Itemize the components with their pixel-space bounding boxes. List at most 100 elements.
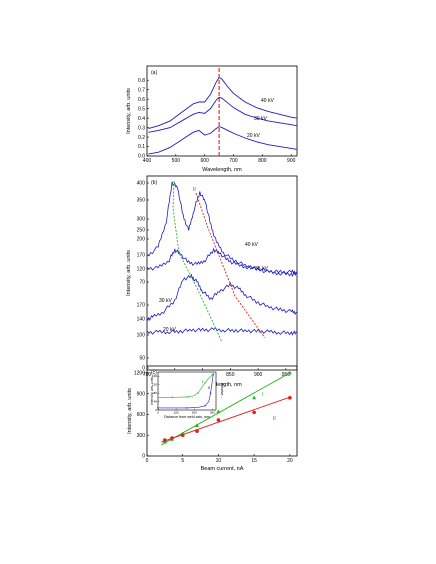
panel-a-series-label-20kv: 20 kV [247,133,260,139]
inset-ylabel: Intensity, arb. units [150,377,154,406]
panel-b-ytick-label: 400 [137,181,146,187]
panel-c-inset: Distance from weld axis, mm Intensity, a… [150,371,224,419]
panel-a-frame [146,65,298,157]
panel-c-point-ii [252,410,256,415]
panel-b: (b) Wavelength, nm Intensity, arb. units… [126,175,298,388]
panel-b-ytick-label: 350 [137,198,146,204]
panel-b-xlabel: Wavelength, nm [202,382,242,388]
inset-ytick-label: 120 [152,383,157,387]
inset-point-i [211,374,214,376]
panel-c-xtick-label: 15 [251,458,257,464]
panel-a-series-label-40kv: 40 kV [261,98,274,104]
inset-point-ii [212,373,214,375]
panel-c-ylabel: Intensity, arb. units [127,388,133,434]
panel-c-xlabel: Beam current, nA [201,466,244,472]
inset-point-ii [186,407,188,409]
panel-c-label: (c) [151,370,157,376]
panel-b-xtick-label: 850 [226,372,235,378]
inset-ytick-label: 40 [154,400,158,404]
panel-b-series-label-40kv: 40 kV [245,242,258,248]
panel-a-xtick-label: 900 [287,158,296,164]
panel-a: (a) Wavelength, nm Intensity, arb. units… [126,65,298,173]
panel-b-ylabel: Intensity, arb. units [126,250,132,296]
panel-a-label: (a) [151,70,157,76]
panel-b-ytick-label: 170 [137,253,146,259]
panel-b-series-30-kv [146,273,298,322]
panel-a-ytick-label: 0.6 [138,97,145,103]
panel-a-ytick-label: 0.3 [138,125,145,131]
panel-b-ytick-label: 50 [139,356,145,362]
inset-point-i [197,392,199,394]
inset-label-ii: II [208,386,210,390]
inset-label-i: I [202,380,203,384]
panel-b-annotation-ii: II [193,187,196,193]
panel-c-xtick-label: 10 [216,458,222,464]
inset-xtick-label: 0 [157,411,159,415]
panel-a-ylabel: Intensity, arb. units [126,88,132,134]
panel-b-xtick-label: 900 [254,372,263,378]
panel-b-series-label-20kv: 20 kV [163,327,176,333]
panel-a-ytick-label: 0.1 [138,144,145,150]
panel-b-ytick-label: 250 [137,228,146,234]
panel-c-ytick-label: 900 [137,391,146,397]
panel-c-point-i [195,423,199,427]
panel-c-ytick-label: 300 [137,433,146,439]
panel-b-label: (b) [151,180,157,186]
panel-b-ytick-label: 140 [137,317,146,323]
panel-b-ytick-label: 70 [139,280,145,286]
panel-b-guide-ii [195,192,266,339]
panel-a-xtick-label: 600 [201,158,210,164]
panel-b-series-40-kv [146,181,298,278]
panel-c-xtick-label: 0 [146,458,149,464]
panel-a-ytick-label: 0.7 [138,87,145,93]
panel-a-xlabel: Wavelength, nm [202,167,242,173]
panel-c-xtick-label: 20 [287,458,293,464]
inset-ytick-label: 0 [155,408,157,412]
panel-b-ytick-label: 100 [137,333,146,339]
panel-c-point-ii [288,396,292,400]
panel-c-ytick-label: 1200 [134,371,145,377]
inset-point-ii [157,407,159,409]
inset-right-label: Relative ... [220,383,224,399]
inset-xtick-label: 300 [210,411,215,415]
inset-xtick-label: 100 [174,411,179,415]
panel-a-xtick-label: 800 [258,158,267,164]
panel-a-ytick-label: 0.8 [138,78,145,84]
panel-a-ytick-label: 0.4 [138,116,145,122]
inset-point-ii [204,405,206,407]
panel-c-xtick-label: 5 [181,458,184,464]
panel-b-ytick-label: 120 [137,267,146,273]
panel-b-series-35-kv [146,247,297,275]
panel-c-point-ii [216,418,221,422]
panel-c-point-i [216,409,221,414]
panel-c-ytick-label: 600 [137,412,146,418]
panel-a-ytick-label: 0.2 [138,135,145,141]
panel-b-series-label-35kv: 35 kV [255,266,268,272]
panel-b-ytick-label: 300 [137,217,146,223]
inset-point-i [204,381,206,384]
panel-a-xtick-label: 400 [143,158,152,164]
panel-c-point-ii [170,436,174,440]
inset-frame [157,371,217,411]
inset-point-ii [209,392,212,394]
panel-a-series-30-kv [148,96,297,133]
inset-xlabel: Distance from weld axis, mm [164,415,210,419]
panel-c-point-i [287,370,292,375]
panel-b-ytick-label: 200 [137,237,146,243]
panel-a-series-label-30kv: 30 kV [254,116,267,122]
panel-a-ytick-label: 0.0 [138,154,145,160]
panel-a-series-20-kv [148,126,297,155]
inset-ytick-label: 160 [152,374,157,378]
panel-b-series-label-30kv: 30 kV [159,298,172,304]
panel-c-point-ii [195,429,199,433]
inset-ytick-label: 80 [154,391,158,395]
panel-b-ytick-label: 0 [142,366,145,372]
panel-b-ytick-label: 170 [137,303,146,309]
panel-b-frame [146,175,298,371]
panel-c-fit-label-i: I [262,392,263,398]
panel-a-xtick-label: 700 [229,158,238,164]
panel-a-xtick-label: 500 [172,158,181,164]
panel-c-frame [146,365,298,457]
panel-b-series-20-kv [146,327,298,336]
